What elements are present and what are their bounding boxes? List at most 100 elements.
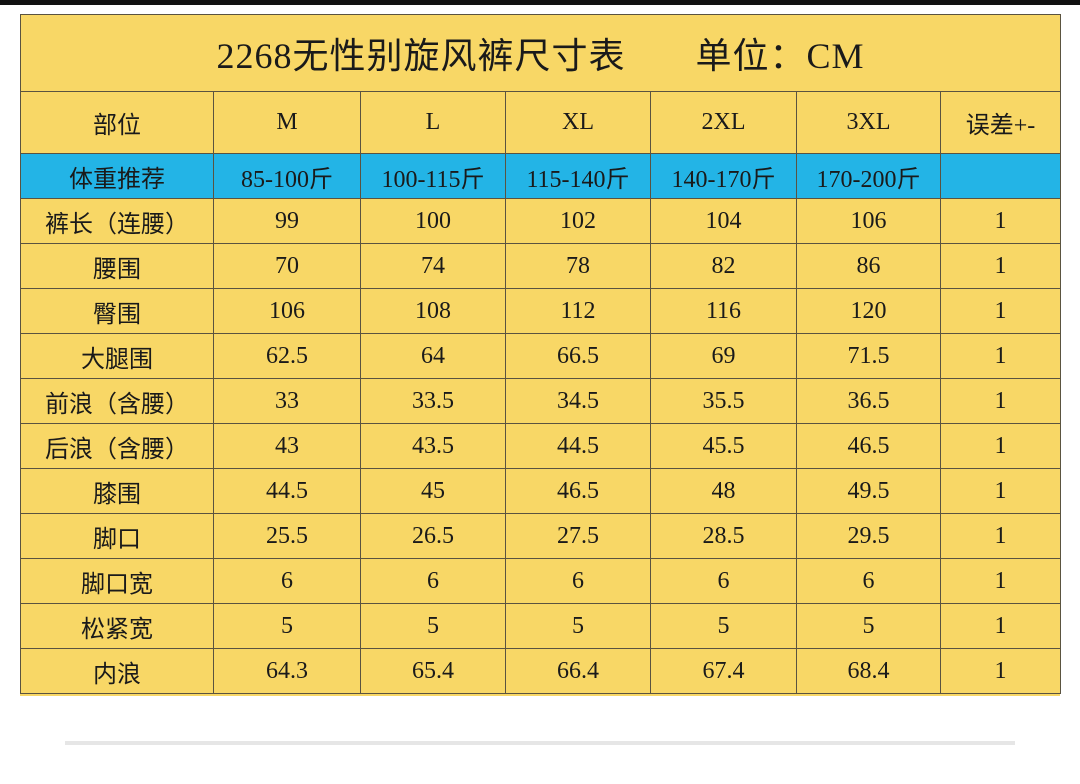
cell: 35.5 [650,378,797,424]
cell: 5 [213,603,361,649]
cell: 部位 [20,91,214,154]
cell: M [213,91,361,154]
cell: 66.5 [505,333,651,379]
body-row: 裤长（连腰） 99 100 102 104 106 1 [20,198,1062,244]
cell: 102 [505,198,651,244]
weight-row: 体重推荐 85-100斤 100-115斤 115-140斤 140-170斤 170-2… [20,153,1062,199]
cell: 44.5 [213,468,361,514]
cell: 1 [939,198,1062,244]
top-bar [0,0,1080,5]
cell: 6 [505,558,651,604]
cell: 腰围 [20,243,214,289]
cell: 69 [650,333,797,379]
cell: 33.5 [360,378,506,424]
cell: 1 [939,558,1062,604]
cell: 112 [505,288,651,334]
title: 2268无性别旋风裤尺寸表 [216,36,626,76]
cell: 86 [796,243,941,289]
head-row: 部位 M L XL 2XL 3XL 误差+- [20,91,1062,154]
cell: 5 [360,603,506,649]
cell: 裤长（连腰） [20,198,214,244]
cell: 115-140斤 [505,153,651,199]
cell: 106 [796,198,941,244]
body-row: 膝围 44.5 45 46.5 48 49.5 1 [20,468,1062,514]
cell: 36.5 [796,378,941,424]
cell: 45 [360,468,506,514]
cell: 5 [796,603,941,649]
cell: 82 [650,243,797,289]
cell: 62.5 [213,333,361,379]
empty-cell [939,153,1062,199]
cell: 64 [360,333,506,379]
cell: 26.5 [360,513,506,559]
cell: 100-115斤 [360,153,506,199]
cell: 25.5 [213,513,361,559]
cell: 106 [213,288,361,334]
title-cell: 2268无性别旋风裤尺寸表 单位：CM [19,14,1062,92]
cell: 85-100斤 [213,153,361,199]
cell: 116 [650,288,797,334]
cell: 5 [505,603,651,649]
cell: 体重推荐 [20,153,214,199]
cell: 6 [213,558,361,604]
cell: 膝围 [20,468,214,514]
cell: 67.4 [650,648,797,694]
cell: 140-170斤 [650,153,797,199]
cell: 臀围 [20,288,214,334]
size-sheet: 2268无性别旋风裤尺寸表 单位：CM 部位 M L XL 2XL 3XL 误差+- 体重推荐 8… [19,14,1062,696]
cell: 1 [939,468,1062,514]
size-table: 2268无性别旋风裤尺寸表 单位：CM 部位 M L XL 2XL 3XL 误差+- 体重推荐 8… [19,14,1062,694]
cell: 70 [213,243,361,289]
unit: 单位：CM [695,36,865,76]
cell: 1 [939,603,1062,649]
cell: 43.5 [360,423,506,469]
cell: 99 [213,198,361,244]
cell: 27.5 [505,513,651,559]
cell: 28.5 [650,513,797,559]
cell: 1 [939,378,1062,424]
cell: 5 [650,603,797,649]
cell: 170-200斤 [796,153,941,199]
body-row: 前浪（含腰） 33 33.5 34.5 35.5 36.5 1 [20,378,1062,424]
cell: 29.5 [796,513,941,559]
cell: 44.5 [505,423,651,469]
body-row: 内浪 64.3 65.4 66.4 67.4 68.4 1 [20,648,1062,694]
cell: 前浪（含腰） [20,378,214,424]
cell: 49.5 [796,468,941,514]
cell: 45.5 [650,423,797,469]
cell: 71.5 [796,333,941,379]
cell: XL [505,91,651,154]
cell: 68.4 [796,648,941,694]
cell: 内浪 [20,648,214,694]
cell: 108 [360,288,506,334]
cell: 大腿围 [20,333,214,379]
body-row: 脚口 25.5 26.5 27.5 28.5 29.5 1 [20,513,1062,559]
body-row: 脚口宽 6 6 6 6 6 1 [20,558,1062,604]
table-body: 2268无性别旋风裤尺寸表 单位：CM 部位 M L XL 2XL 3XL 误差+- 体重推荐 8… [19,14,1062,694]
cell: 34.5 [505,378,651,424]
cell: 66.4 [505,648,651,694]
cell: 64.3 [213,648,361,694]
cell: 1 [939,513,1062,559]
body-row: 腰围 70 74 78 82 86 1 [20,243,1062,289]
cell: 1 [939,243,1062,289]
cell: 误差+- [939,91,1062,154]
cell: 65.4 [360,648,506,694]
body-row: 松紧宽 5 5 5 5 5 1 [20,603,1062,649]
cell: 46.5 [505,468,651,514]
cell: 脚口宽 [20,558,214,604]
cell: 120 [796,288,941,334]
cell: L [360,91,506,154]
cell: 1 [939,423,1062,469]
cell: 104 [650,198,797,244]
cell: 6 [650,558,797,604]
cell: 48 [650,468,797,514]
cell: 脚口 [20,513,214,559]
cell: 1 [939,333,1062,379]
cell: 6 [796,558,941,604]
cell: 46.5 [796,423,941,469]
footer-line [65,741,1015,745]
cell: 100 [360,198,506,244]
cell: 6 [360,558,506,604]
cell: 3XL [796,91,941,154]
